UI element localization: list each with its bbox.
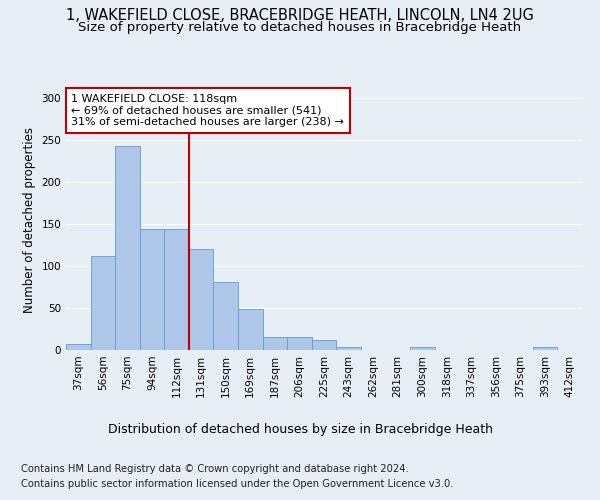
- Bar: [140, 229, 164, 350]
- Bar: [263, 336, 287, 350]
- Text: Contains public sector information licensed under the Open Government Licence v3: Contains public sector information licen…: [21, 479, 454, 489]
- Bar: [336, 346, 361, 350]
- Bar: [189, 250, 214, 350]
- Bar: [410, 348, 434, 350]
- Bar: [214, 282, 238, 350]
- Bar: [533, 348, 557, 350]
- Bar: [312, 340, 336, 350]
- Bar: [115, 146, 140, 350]
- Text: Contains HM Land Registry data © Crown copyright and database right 2024.: Contains HM Land Registry data © Crown c…: [21, 464, 409, 474]
- Text: 1 WAKEFIELD CLOSE: 118sqm
← 69% of detached houses are smaller (541)
31% of semi: 1 WAKEFIELD CLOSE: 118sqm ← 69% of detac…: [71, 94, 344, 127]
- Text: Distribution of detached houses by size in Bracebridge Heath: Distribution of detached houses by size …: [107, 422, 493, 436]
- Text: Size of property relative to detached houses in Bracebridge Heath: Size of property relative to detached ho…: [79, 21, 521, 34]
- Bar: [91, 256, 115, 350]
- Bar: [238, 309, 263, 350]
- Bar: [164, 229, 189, 350]
- Bar: [287, 338, 312, 350]
- Bar: [66, 344, 91, 350]
- Text: 1, WAKEFIELD CLOSE, BRACEBRIDGE HEATH, LINCOLN, LN4 2UG: 1, WAKEFIELD CLOSE, BRACEBRIDGE HEATH, L…: [66, 8, 534, 22]
- Y-axis label: Number of detached properties: Number of detached properties: [23, 127, 36, 313]
